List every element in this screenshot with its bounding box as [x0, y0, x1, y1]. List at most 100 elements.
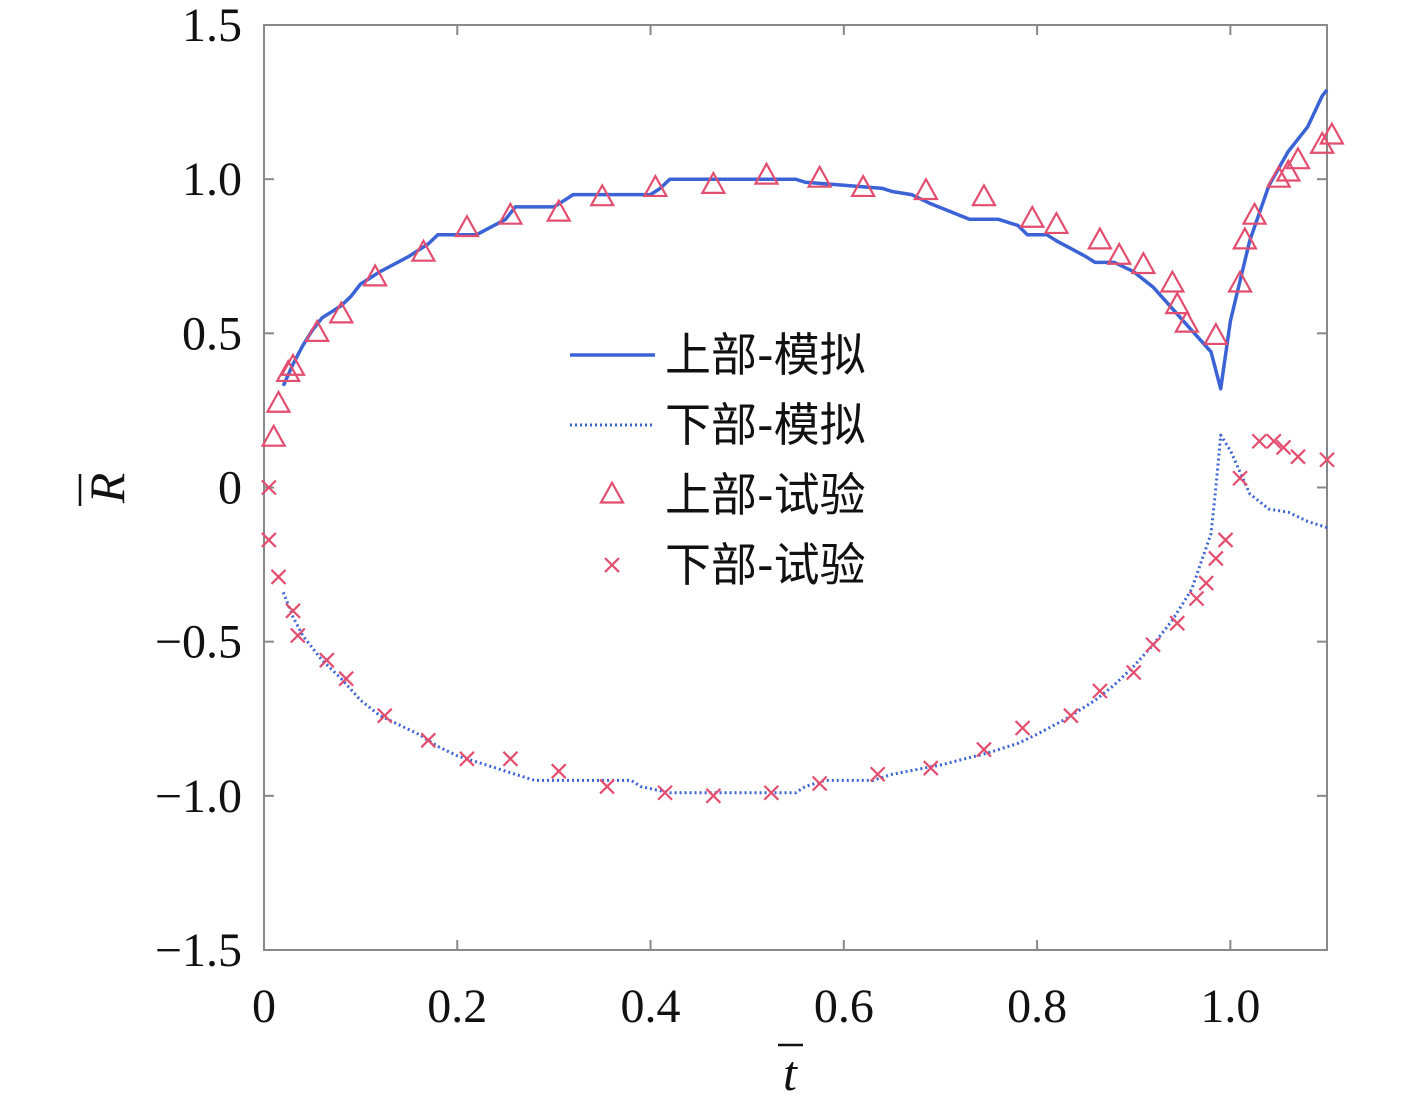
upper-test-point: [1130, 250, 1157, 275]
lower-test-point: [261, 532, 277, 548]
x-tick-label: 1.0: [1200, 980, 1260, 1033]
lower-test-point: [502, 751, 519, 767]
lower-test-point: [1125, 664, 1142, 681]
upper-test-point: [753, 161, 780, 185]
upper-test-point: [1019, 204, 1046, 228]
upper-test-point: [1106, 241, 1133, 265]
cross-stroke: [657, 784, 673, 801]
cross-stroke: [338, 670, 354, 687]
x-tick-label: 0.4: [621, 980, 681, 1033]
lower-test-point: [285, 603, 301, 619]
cross-stroke: [1217, 532, 1234, 548]
x-tick-label: 0.2: [427, 980, 487, 1033]
upper-test-point: [1265, 164, 1292, 188]
lower-test-point: [1014, 720, 1031, 736]
y-tick-label: −1.5: [155, 924, 242, 977]
axis-ticks: 0 0.2 0.4 0.6 0.8 1.0 1.5 1.0 0.5 0 −0.5 −1.0 −1.5: [155, 0, 1327, 1033]
lower-test-point: [377, 707, 393, 724]
lower-test-point: [1188, 590, 1205, 607]
lower-test-point: [270, 569, 287, 585]
lower-test-point: [705, 788, 722, 804]
cross-stroke: [270, 569, 287, 585]
y-tick-label: 0: [218, 462, 242, 515]
cross-stroke: [1145, 636, 1161, 653]
y-tick-label: 0.5: [182, 307, 242, 360]
lower-test-point: [1169, 615, 1185, 631]
lower-test-point: [1198, 575, 1214, 591]
upper-test-point: [1164, 291, 1191, 315]
cross-stroke: [869, 766, 886, 783]
upper-test-point: [545, 198, 572, 222]
upper-test-point: [304, 318, 331, 342]
upper-test-point: [410, 238, 437, 262]
upper-test-point: [913, 176, 939, 201]
cross-stroke: [1208, 550, 1224, 567]
upper-test-point: [1043, 210, 1070, 235]
legend-swatch-cross: [604, 557, 620, 573]
lower-test-point: [1251, 433, 1268, 450]
upper-test-point: [850, 173, 877, 198]
cross-stroke: [1188, 590, 1205, 607]
cross-stroke: [1319, 451, 1335, 468]
cross-stroke: [319, 652, 335, 668]
upper-test-point: [362, 263, 389, 287]
lower-test-point: [763, 784, 780, 801]
lower-test-point: [319, 652, 335, 668]
cross-stroke: [811, 775, 828, 792]
lower-test-point: [976, 741, 992, 758]
cross-stroke: [976, 741, 992, 758]
upper-test-point: [806, 164, 833, 188]
cross-stroke: [1275, 439, 1292, 456]
lower-test-point: [1232, 470, 1248, 487]
x-tick-label: 0: [252, 980, 276, 1033]
upper-test-point: [1241, 201, 1268, 225]
lower-test-point: [338, 670, 354, 687]
lower-test-point: [599, 778, 615, 795]
lower-test-point: [1290, 448, 1306, 465]
series-layer: [260, 88, 1345, 804]
lower-test-point: [1275, 439, 1292, 456]
upper-test-point: [589, 183, 616, 207]
upper-test-point: [1285, 146, 1311, 170]
lower-test-point: [1208, 550, 1224, 567]
upper-test-point: [700, 170, 727, 194]
cross-stroke: [290, 627, 306, 644]
lower-test-point: [811, 775, 828, 792]
legend-label: 上部-试验: [665, 468, 866, 522]
y-tick-label: 1.0: [182, 153, 242, 206]
x-axis-label: t: [783, 1045, 798, 1101]
upper-test-point: [642, 173, 669, 198]
upper-test-point: [280, 352, 306, 376]
upper-test-point: [1174, 309, 1200, 333]
upper-test-point: [971, 183, 997, 207]
upper-test-point: [1275, 158, 1302, 182]
cross-stroke: [1014, 720, 1031, 736]
cross-stroke: [502, 751, 519, 767]
cross-stroke: [599, 778, 615, 795]
upper-test-point: [497, 201, 524, 225]
lower-test-point: [657, 784, 673, 801]
lower-test-point: [1092, 683, 1108, 699]
upper-test-point: [1087, 226, 1113, 250]
cross-stroke: [1125, 664, 1142, 681]
upper-test-point: [265, 389, 292, 413]
cross-stroke: [420, 732, 437, 749]
upper-test-point: [260, 423, 287, 447]
x-tick-label: 0.6: [814, 980, 874, 1033]
cross-stroke: [1092, 683, 1108, 699]
cross-stroke: [705, 788, 722, 804]
upper-test-point: [1227, 269, 1253, 293]
cross-stroke: [923, 760, 939, 776]
lower-test-point: [261, 479, 277, 496]
legend-swatch-triangle: [599, 480, 625, 504]
upper-test-point: [1318, 121, 1345, 145]
cross-stroke: [1063, 707, 1079, 724]
y-axis-label: R: [79, 473, 135, 505]
lower-test-point: [923, 760, 939, 776]
cross-stroke: [377, 707, 393, 724]
lower-test-point: [1145, 636, 1161, 653]
upper-test-point: [1159, 269, 1186, 293]
cross-stroke: [550, 763, 567, 779]
